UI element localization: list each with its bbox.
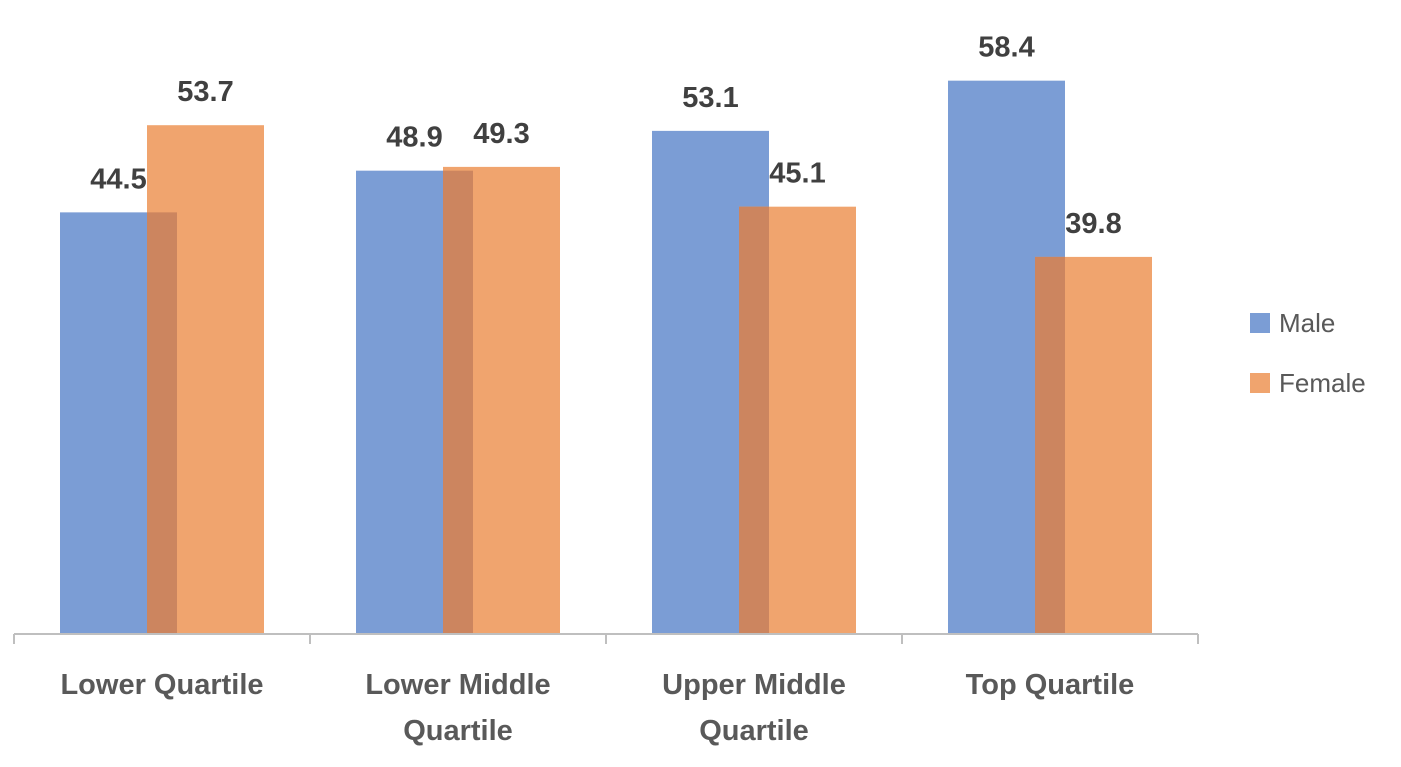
value-label-female-2: 49.3 <box>473 118 529 150</box>
category-label-4: Top Quartile <box>966 669 1135 701</box>
legend-swatch-male <box>1250 313 1270 333</box>
legend-label-female: Female <box>1279 368 1366 398</box>
overlap-layer <box>147 170 1065 635</box>
x-axis <box>13 633 1199 644</box>
value-labels: 44.5 53.7 48.9 49.3 53.1 45.1 58.4 39.8 <box>90 32 1121 240</box>
category-label-1: Lower Quartile <box>60 669 263 701</box>
legend: Male Female <box>1250 308 1366 398</box>
value-label-male-4: 58.4 <box>978 32 1034 64</box>
bars-layer <box>60 80 1152 635</box>
value-label-male-1: 44.5 <box>90 163 146 195</box>
category-label-line: Upper Middle <box>662 669 846 701</box>
legend-swatch-female <box>1250 373 1270 393</box>
legend-label-male: Male <box>1279 308 1335 338</box>
bar-overlap-4 <box>1035 256 1065 634</box>
value-label-female-1: 53.7 <box>177 76 233 108</box>
value-label-female-4: 39.8 <box>1065 208 1121 240</box>
category-labels: Lower Quartile Lower Middle QuartileUpper … <box>60 669 1134 747</box>
category-label-2: Lower Middle Quartile <box>365 669 550 747</box>
category-label-line: Top Quartile <box>966 669 1135 701</box>
category-label-line: Quartile <box>699 715 809 747</box>
bar-overlap-1 <box>147 212 177 635</box>
category-label-line: Lower Middle <box>365 669 550 701</box>
bar-overlap-3 <box>739 206 769 635</box>
value-label-male-3: 53.1 <box>682 82 738 114</box>
category-label-line: Quartile <box>403 715 513 747</box>
value-label-male-2: 48.9 <box>386 122 442 154</box>
value-label-female-3: 45.1 <box>769 158 825 190</box>
category-label-line: Lower Quartile <box>60 669 263 701</box>
bar-overlap-2 <box>443 170 473 635</box>
category-label-3: Upper Middle Quartile <box>662 669 846 747</box>
